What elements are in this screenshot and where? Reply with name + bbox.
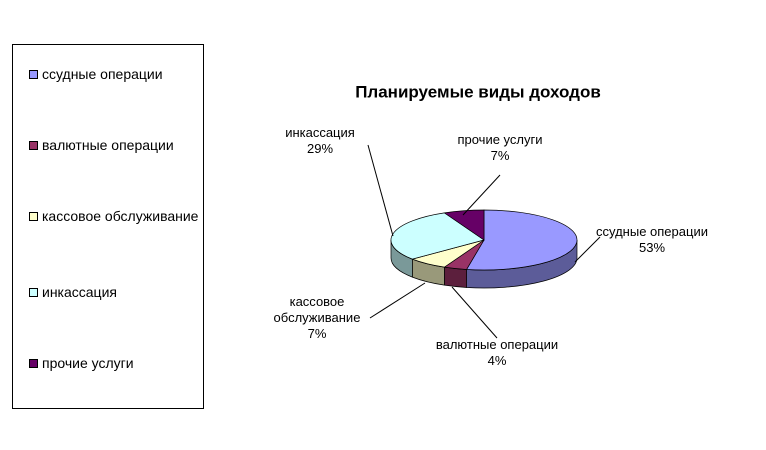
chart-title: Планируемые виды доходов (355, 82, 601, 101)
legend-item: ссудные операции (29, 65, 212, 83)
pie-tops (390, 209, 578, 271)
legend-swatch (29, 212, 38, 221)
legend: ссудные операции валютные операции кассово… (12, 44, 204, 409)
data-label-name: ссудные операции (596, 224, 708, 239)
leader-line (574, 236, 601, 263)
legend-label: валютные операции (42, 137, 174, 153)
data-label: прочие услуги 7% (445, 132, 555, 164)
legend-swatch (29, 70, 38, 79)
legend-item: кассовое обслуживание (29, 207, 212, 225)
legend-item: инкассация (29, 283, 212, 301)
legend-swatch (29, 141, 38, 150)
data-label: валютные операции 4% (417, 337, 577, 369)
data-label: ссудные операции 53% (582, 224, 722, 256)
legend-label: кассовое обслуживание (42, 208, 199, 224)
data-label-value: 7% (307, 326, 327, 341)
leader-line (369, 282, 426, 319)
legend-swatch (29, 288, 38, 297)
leader-line (462, 174, 501, 216)
pie-slice (443, 209, 485, 241)
leader-line (451, 286, 498, 339)
legend-label: инкассация (42, 284, 117, 300)
pie-side (444, 266, 467, 288)
legend-label: прочие услуги (42, 355, 134, 371)
legend-label: ссудные операции (42, 66, 163, 82)
data-label-name: инкассация (285, 125, 355, 140)
leader-line (367, 144, 394, 237)
legend-item: прочие услуги (29, 354, 212, 372)
pie-slice (465, 209, 578, 271)
data-label: инкассация 29% (270, 125, 370, 157)
data-label-value: 7% (490, 148, 510, 163)
data-label: кассовое обслуживание 7% (262, 294, 372, 342)
data-label-name: кассовое обслуживание (273, 294, 361, 325)
data-label-name: валютные операции (435, 337, 559, 352)
data-label-value: 4% (487, 353, 507, 368)
data-label-name: прочие услуги (457, 132, 543, 147)
legend-item: валютные операции (29, 136, 212, 154)
data-label-value: 29% (306, 141, 334, 156)
legend-swatch (29, 359, 38, 368)
data-label-value: 53% (638, 240, 666, 255)
